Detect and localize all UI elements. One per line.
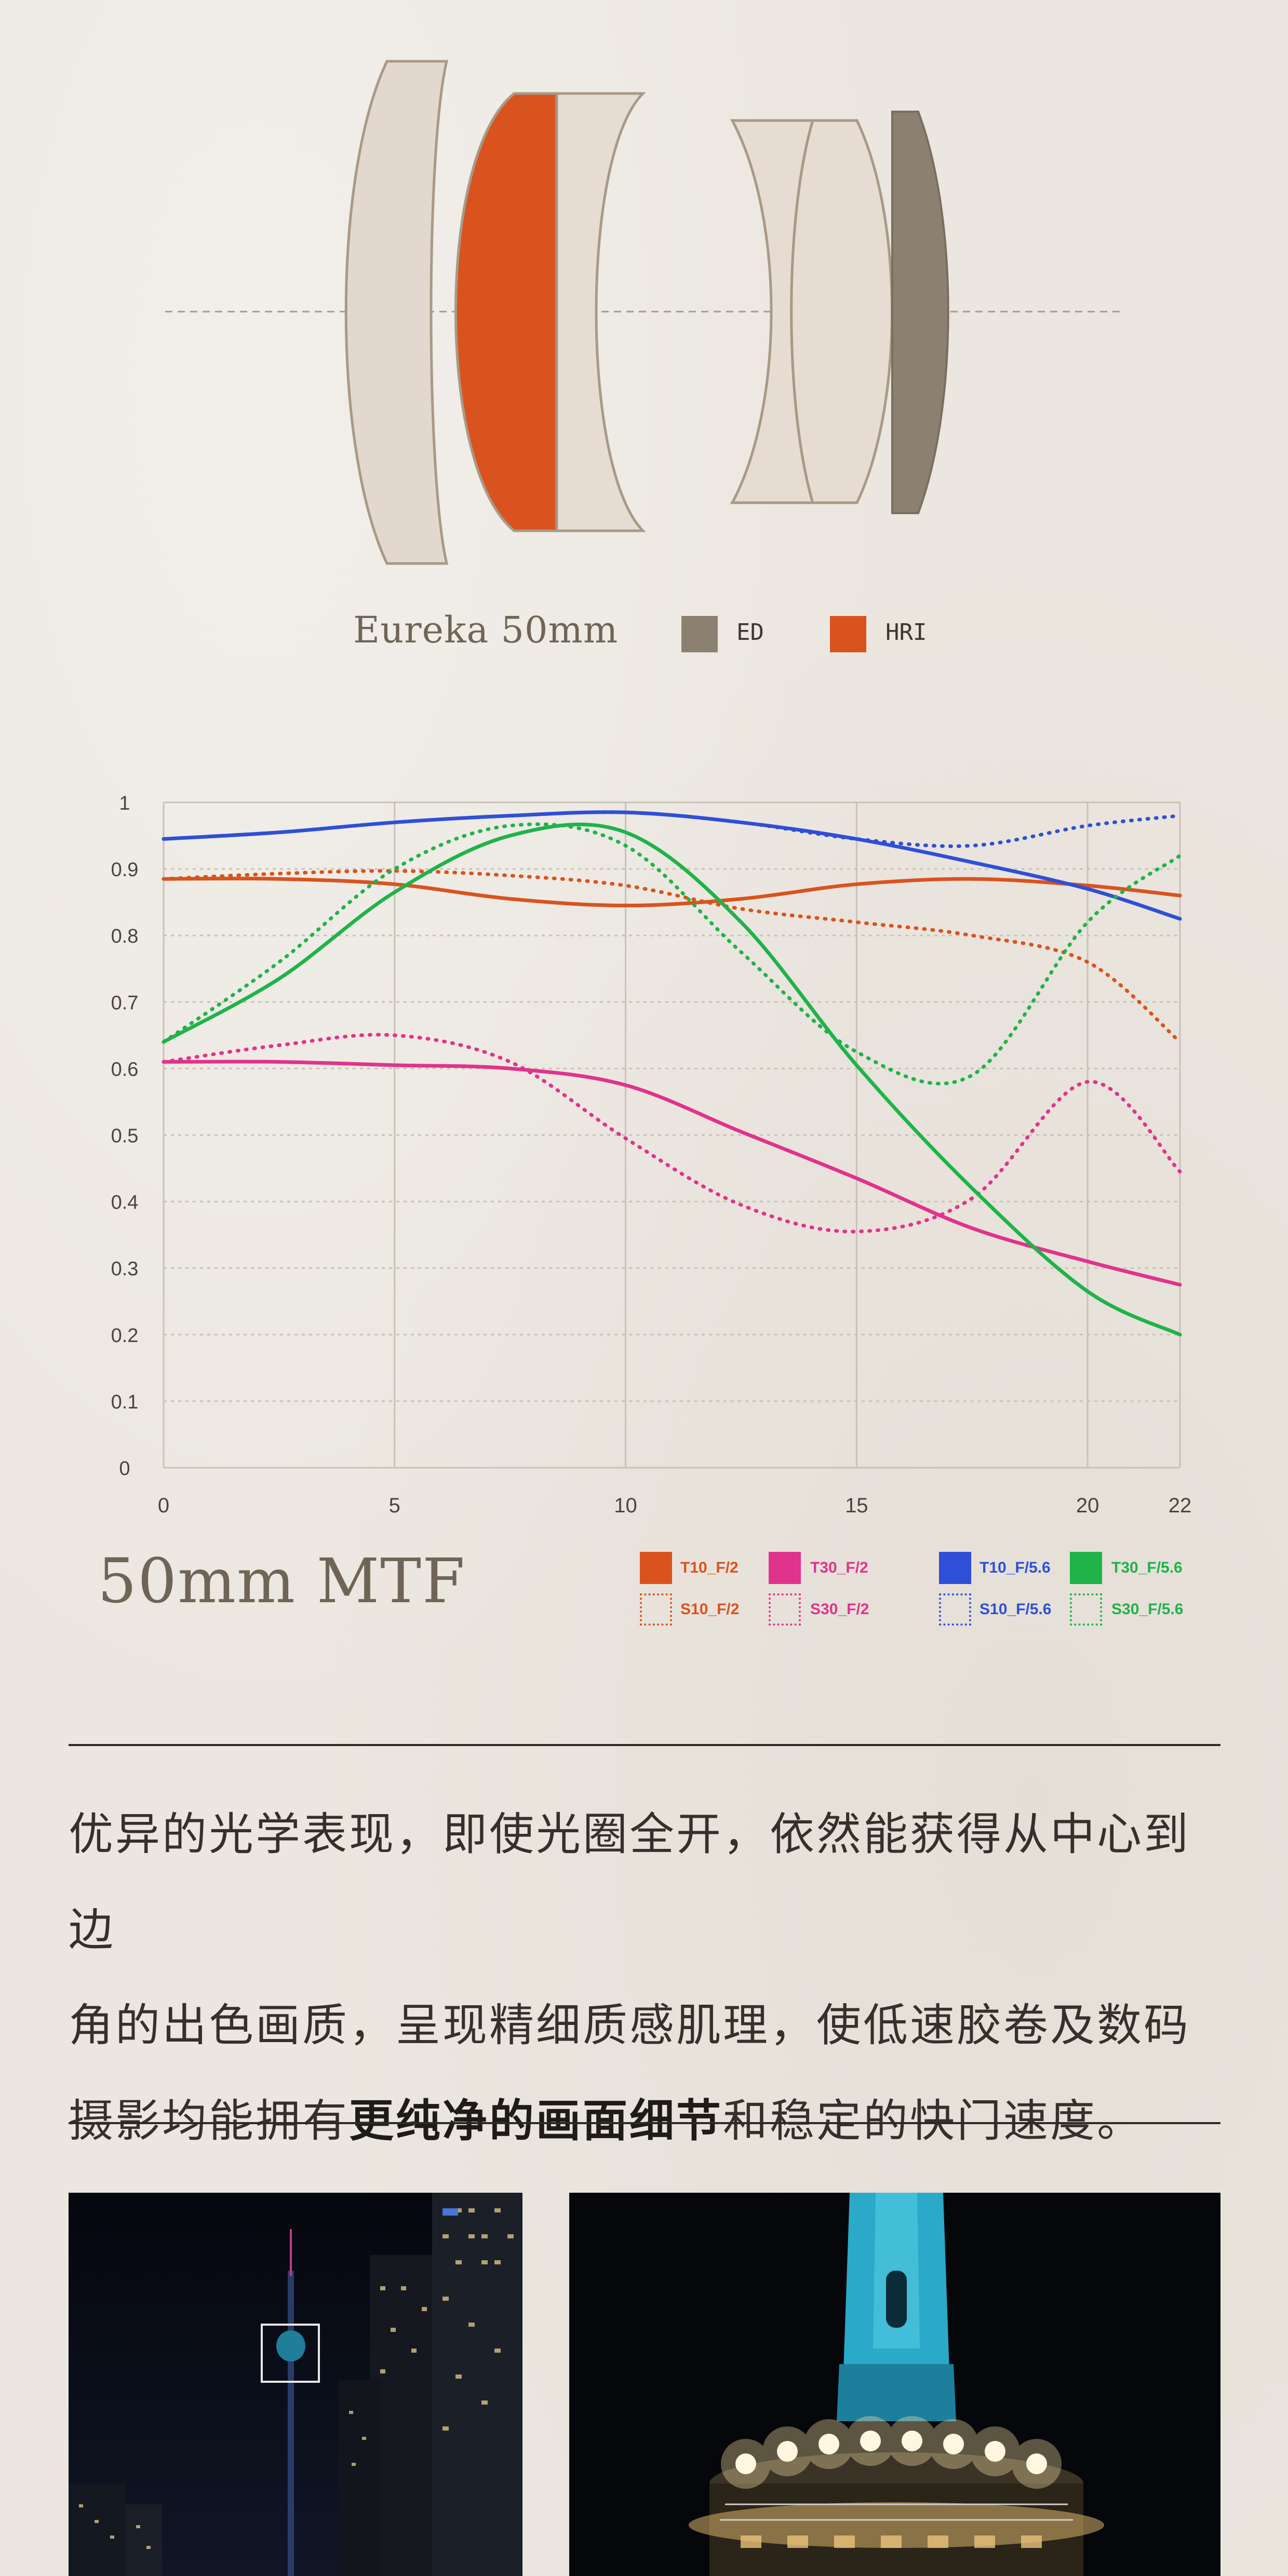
y-tick-label: 0.1	[111, 1391, 139, 1413]
divider-top	[69, 1744, 1220, 1746]
description-line-3: 摄影均能拥有更纯净的画面细节和稳定的快门速度。	[69, 2073, 1227, 2169]
legend-label-s30-f2: S30_F/2	[810, 1601, 869, 1618]
y-tick-label: 0.7	[111, 992, 139, 1014]
series-line-s30-f-2	[162, 1032, 1182, 1233]
description-line-3-prefix: 摄影均能拥有	[69, 2095, 349, 2147]
legend-key-s10-f2	[640, 1593, 672, 1626]
y-tick-label: 0.9	[111, 859, 139, 881]
legend-swatch-ed	[681, 616, 718, 652]
lens-diagram	[165, 60, 1122, 565]
legend-swatch-hri	[830, 616, 866, 652]
series-line-s30-f-5-6	[162, 822, 1182, 1085]
legend-label-t10-f2: T10_F/2	[680, 1559, 739, 1576]
legend-label-t10-f56: T10_F/5.6	[980, 1559, 1051, 1576]
x-tick-label: 0	[158, 1494, 169, 1517]
y-tick-label: 0.8	[111, 925, 139, 947]
x-tick-labels: 0 5 10 15 20 22	[158, 1494, 1191, 1517]
legend-label-t30-f2: T30_F/2	[810, 1559, 868, 1576]
legend-label-s10-f56: S10_F/5.6	[980, 1601, 1052, 1618]
y-tick-labels: 1 0.9 0.8 0.7 0.6 0.5 0.4 0.3 0.2 0.1 0	[111, 793, 139, 1480]
series-line-t30-f-2	[162, 1059, 1182, 1287]
lens-caption: Eureka 50mm	[353, 609, 619, 651]
photo-city-skyline	[69, 2193, 522, 2576]
x-tick-label: 10	[614, 1494, 637, 1517]
legend-key-t10-f2	[640, 1552, 672, 1584]
x-tick-label: 5	[389, 1494, 400, 1517]
legend-label-hri: HRI	[886, 619, 927, 646]
lens-element-3	[555, 92, 647, 532]
series-line-s10-f-2	[162, 869, 1182, 1044]
mtf-chart: 1 0.9 0.8 0.7 0.6 0.5 0.4 0.3 0.2 0.1 0 0 5 10 15 20 22	[111, 793, 1192, 1517]
legend-label-s10-f2: S10_F/2	[680, 1601, 740, 1618]
y-tick-label: 1	[119, 793, 130, 814]
x-tick-label: 20	[1076, 1494, 1099, 1517]
chart-title: 50mm MTF	[98, 1545, 466, 1617]
lens-element-ed	[891, 111, 949, 514]
lens-element-1	[344, 60, 449, 565]
legend-label-s30-f56: S30_F/5.6	[1111, 1601, 1184, 1618]
y-tick-label: 0.2	[111, 1325, 139, 1347]
x-tick-label: 15	[845, 1494, 868, 1517]
legend-label-ed: ED	[736, 619, 764, 646]
series-line-t30-f-5-6	[162, 822, 1182, 1337]
series-line-s10-f-5-6	[162, 810, 1182, 848]
legend-key-s30-f2	[769, 1593, 801, 1626]
y-tick-label: 0.5	[111, 1125, 139, 1147]
description-highlight: 更纯净的画面细节	[349, 2095, 723, 2147]
description-line-2: 角的出色画质，呈现精细质感肌理，使低速胶卷及数码	[69, 2000, 1190, 2051]
chart-grid	[163, 801, 1181, 1469]
legend-label-t30-f56: T30_F/5.6	[1111, 1559, 1183, 1576]
description-line-1: 优异的光学表现，即使光圈全开，依然能获得从中心到边	[69, 1808, 1190, 1956]
legend-key-s10-f56	[939, 1593, 971, 1626]
x-tick-label: 22	[1169, 1494, 1192, 1517]
description-line-3-suffix: 和稳定的快门速度。	[723, 2095, 1144, 2147]
lens-element-5	[790, 119, 893, 504]
legend-key-s30-f56	[1070, 1593, 1102, 1626]
photo-tower-closeup	[569, 2193, 1220, 2576]
legend-key-t30-f2	[769, 1552, 801, 1584]
y-tick-label: 0.4	[111, 1192, 139, 1214]
chart-series	[162, 810, 1182, 1337]
y-tick-label: 0.3	[111, 1258, 139, 1280]
legend-key-t10-f56	[939, 1552, 971, 1584]
divider-bottom	[69, 2122, 1220, 2124]
y-tick-label: 0	[119, 1458, 130, 1480]
y-tick-label: 0.6	[111, 1058, 139, 1080]
description-paragraph: 优异的光学表现，即使光圈全开，依然能获得从中心到边 角的出色画质，呈现精细质感肌…	[69, 1787, 1227, 2169]
legend-key-t30-f56	[1070, 1552, 1102, 1584]
series-line-t10-f-2	[162, 877, 1182, 908]
lens-element-hri	[454, 92, 558, 532]
